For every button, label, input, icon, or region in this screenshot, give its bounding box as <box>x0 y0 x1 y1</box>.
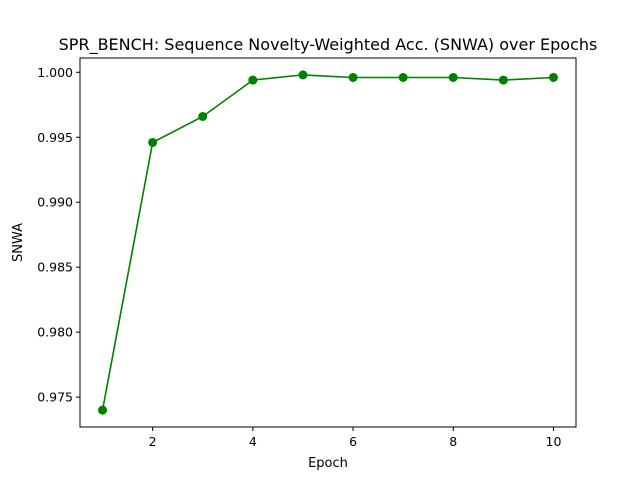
x-tick-label-0: 2 <box>149 434 157 449</box>
x-axis-label: Epoch <box>308 456 348 471</box>
y-tick-label-5: 1.000 <box>37 65 73 80</box>
data-point-0-9 <box>548 72 558 82</box>
x-axis: 2 4 6 8 10 <box>149 427 562 449</box>
x-tick-label-4: 10 <box>546 434 562 449</box>
x-tick-label-2: 6 <box>349 434 357 449</box>
data-point-0-0 <box>98 405 108 415</box>
y-tick-label-4: 0.995 <box>37 130 73 145</box>
y-axis-label: SNWA <box>11 223 26 262</box>
y-tick-label-1: 0.980 <box>37 325 73 340</box>
data-point-0-7 <box>448 72 458 82</box>
x-tick-label-3: 8 <box>449 434 457 449</box>
plot-area <box>98 70 558 415</box>
data-point-0-2 <box>198 111 208 121</box>
y-axis: 0.975 0.980 0.985 0.990 0.995 1.000 <box>37 65 80 405</box>
data-point-0-1 <box>148 137 158 147</box>
data-point-0-3 <box>248 75 258 85</box>
chart-title: SPR_BENCH: Sequence Novelty-Weighted Acc… <box>59 35 598 55</box>
data-point-0-5 <box>348 72 358 82</box>
y-tick-label-0: 0.975 <box>37 390 73 405</box>
series-line-0 <box>101 74 554 411</box>
x-tick-label-1: 4 <box>249 434 257 449</box>
data-point-0-4 <box>298 70 308 80</box>
axes-frame <box>79 57 577 428</box>
data-point-0-8 <box>498 75 508 85</box>
y-tick-label-3: 0.990 <box>37 195 73 210</box>
y-tick-label-2: 0.985 <box>37 260 73 275</box>
data-point-0-6 <box>398 72 408 82</box>
